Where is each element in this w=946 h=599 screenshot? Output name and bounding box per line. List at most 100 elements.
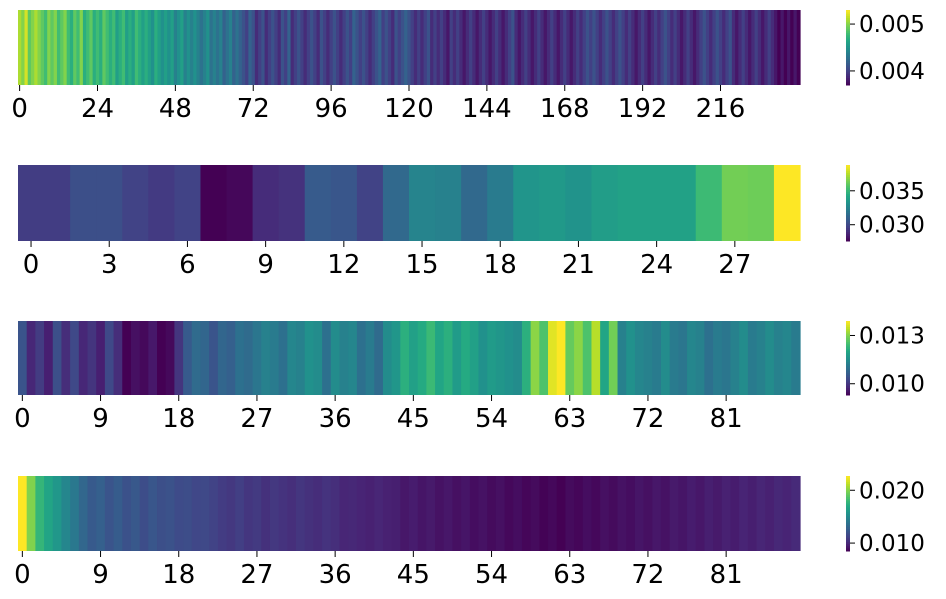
heatmap-cell: [26, 321, 36, 395]
heatmap-cell: [147, 10, 152, 85]
heatmap-cell: [252, 165, 280, 241]
heatmap-cell: [462, 10, 467, 85]
colorbar-segment: [846, 187, 850, 191]
heatmap-cell: [426, 321, 436, 395]
heatmap-cell: [304, 165, 332, 241]
heatmap-cell: [160, 10, 165, 85]
colorbar-segment: [846, 389, 850, 392]
heatmap-cell: [507, 10, 512, 85]
colorbar-segment: [846, 70, 850, 73]
heatmap-cell: [219, 10, 224, 85]
heatmap-cell: [520, 10, 525, 85]
colorbar-segment: [846, 332, 850, 335]
heatmap-cell: [43, 10, 48, 85]
x-tick-label: 120: [384, 94, 434, 124]
colorbar-segment: [846, 489, 850, 492]
x-tick-label: 18: [162, 560, 195, 590]
heatmap-cell: [24, 10, 29, 85]
heatmap-cell: [130, 476, 141, 551]
heatmap-cell: [478, 10, 483, 85]
heatmap-cell: [618, 10, 623, 85]
colorbar-segment: [846, 393, 850, 396]
colorbar-segment: [846, 170, 850, 174]
colorbar-segment: [846, 545, 850, 548]
heatmap-cell: [189, 10, 194, 85]
x-tick-label: 81: [710, 560, 743, 590]
heatmap-cell: [322, 476, 332, 551]
colorbar-segment: [846, 322, 850, 326]
x-tick-label: 27: [240, 404, 273, 434]
heatmap-cell: [426, 476, 436, 551]
heatmap-cell: [40, 10, 45, 85]
heatmap-cell: [783, 10, 788, 85]
heatmap-cell: [131, 10, 136, 85]
colorbar-segment: [846, 40, 850, 43]
heatmap-cell: [196, 10, 201, 85]
heatmap-cell: [339, 321, 349, 395]
heatmap-cell: [435, 165, 462, 241]
heatmap-cell: [699, 10, 704, 85]
heatmap-cell: [713, 321, 723, 395]
colorbar-segment: [846, 204, 850, 208]
heatmap-cell: [495, 476, 506, 551]
heatmap-cell: [274, 10, 279, 85]
heatmap-cell: [44, 165, 71, 241]
heatmap-cell: [165, 476, 175, 551]
heatmap-cell: [482, 10, 486, 85]
colorbar-segment: [846, 341, 850, 344]
x-tick-label: 9: [257, 250, 274, 280]
heatmap-cell: [66, 10, 71, 85]
heatmap-cell: [687, 321, 697, 395]
heatmap-cell: [87, 321, 97, 395]
heatmap-cell: [102, 10, 107, 85]
colorbar-segment: [846, 547, 850, 550]
colorbar-segment: [846, 30, 850, 33]
heatmap-cell: [215, 10, 220, 85]
heatmap-cell: [95, 10, 100, 85]
heatmap-cell: [70, 165, 97, 241]
heatmap-cell: [382, 165, 410, 241]
heatmap-cell: [225, 10, 230, 85]
heatmap-cell: [689, 10, 694, 85]
colorbar-segment: [846, 358, 850, 361]
colorbar-segment: [846, 189, 850, 193]
heatmap-cell: [556, 321, 566, 395]
heatmap-cell: [154, 10, 159, 85]
colorbar-segment: [846, 41, 850, 45]
heatmap-cell: [735, 10, 739, 85]
colorbar-tick-label: 0.005: [859, 12, 925, 38]
heatmap-cell: [278, 476, 288, 551]
colorbar-segment: [846, 378, 850, 381]
colorbar-segment: [846, 28, 850, 32]
heatmap-cell: [264, 10, 269, 85]
heatmap-cell: [125, 10, 129, 85]
heatmap-cell: [261, 476, 271, 551]
heatmap-cell: [313, 10, 318, 85]
heatmap-cell: [144, 10, 149, 85]
heatmap-cell: [660, 10, 665, 85]
heatmap-cell: [452, 321, 462, 395]
x-tick-label: 192: [618, 94, 668, 124]
heatmap-cell: [624, 10, 629, 85]
heatmap-cell: [669, 321, 679, 395]
heatmap-cell: [96, 476, 106, 551]
heatmap-cell: [329, 10, 334, 85]
heatmap-cell: [696, 10, 701, 85]
heatmap-cell: [18, 476, 28, 551]
heatmap-cell: [191, 321, 202, 395]
heatmap-cell: [70, 476, 80, 551]
heatmap-cell: [348, 321, 358, 395]
heatmap-cell: [245, 10, 249, 85]
heatmap-cell: [251, 10, 256, 85]
heatmap-cell: [296, 476, 306, 551]
heatmap-cell: [79, 10, 84, 85]
colorbar-segment: [846, 534, 850, 537]
colorbar-segment: [846, 185, 850, 189]
heatmap-cell: [130, 321, 141, 395]
colorbar-tick-label: 0.013: [859, 323, 925, 349]
heatmap-panel-2: 0 3 6 9 12 15 18 21 24 27 0.030 0.035: [18, 165, 925, 280]
heatmap-cell: [548, 321, 558, 395]
heatmap-cell: [678, 476, 688, 551]
colorbar-segment: [846, 227, 850, 231]
heatmap-cell: [365, 476, 375, 551]
